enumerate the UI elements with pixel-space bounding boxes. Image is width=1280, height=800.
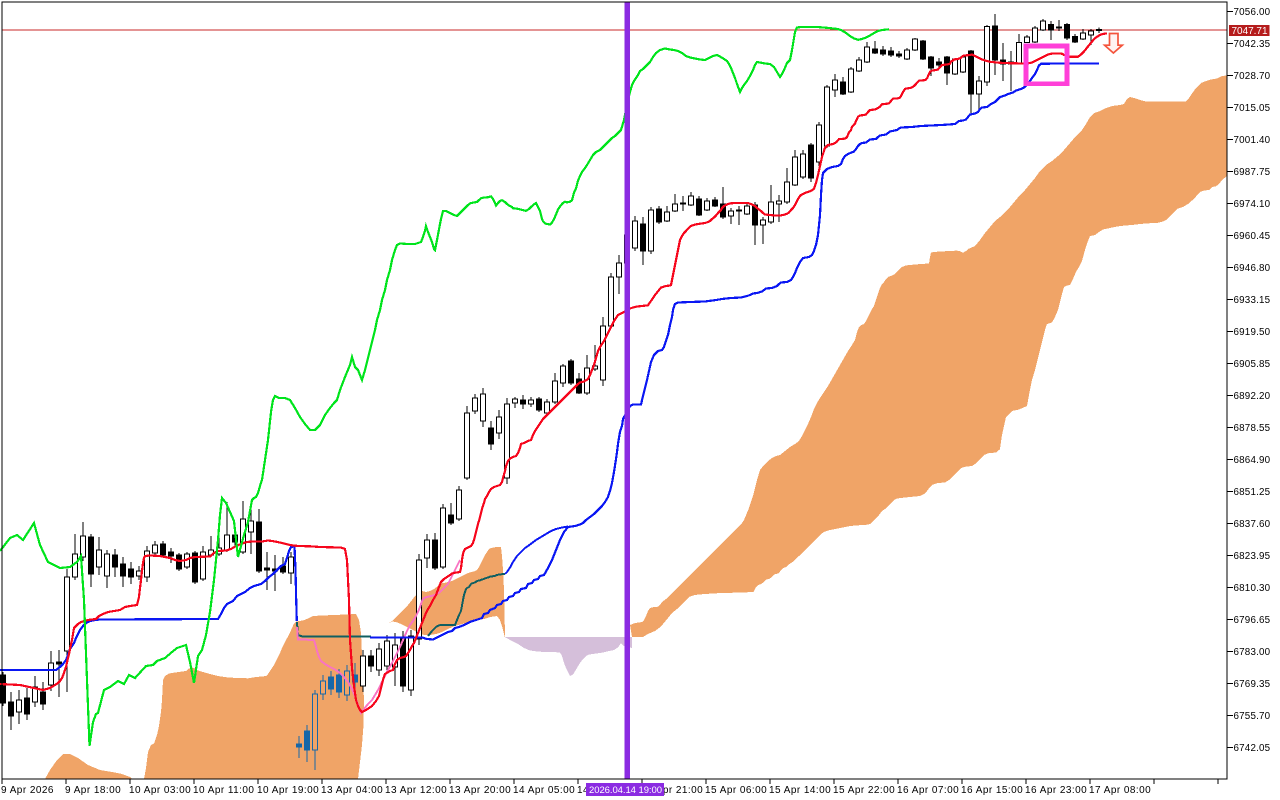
- svg-text:16 Apr 15:00: 16 Apr 15:00: [961, 785, 1023, 796]
- svg-text:6878.55: 6878.55: [1234, 423, 1271, 434]
- svg-text:6974.10: 6974.10: [1234, 199, 1271, 210]
- svg-text:6755.70: 6755.70: [1234, 711, 1271, 722]
- svg-text:6823.95: 6823.95: [1234, 551, 1271, 562]
- svg-text:6851.25: 6851.25: [1234, 487, 1271, 498]
- svg-text:14 Apr 05:00: 14 Apr 05:00: [513, 785, 575, 796]
- svg-text:16 Apr 23:00: 16 Apr 23:00: [1025, 785, 1087, 796]
- svg-text:9 Apr 2026: 9 Apr 2026: [1, 785, 54, 796]
- svg-text:14 Apr 21:00: 14 Apr 21:00: [641, 785, 703, 796]
- svg-text:10 Apr 03:00: 10 Apr 03:00: [129, 785, 191, 796]
- svg-text:7056.00: 7056.00: [1234, 7, 1271, 18]
- svg-text:6987.75: 6987.75: [1234, 167, 1271, 178]
- svg-text:7042.35: 7042.35: [1234, 39, 1271, 50]
- svg-text:6933.15: 6933.15: [1234, 295, 1271, 306]
- svg-text:7001.40: 7001.40: [1234, 135, 1271, 146]
- svg-text:13 Apr 20:00: 13 Apr 20:00: [449, 785, 511, 796]
- svg-text:15 Apr 14:00: 15 Apr 14:00: [769, 785, 831, 796]
- svg-text:15 Apr 22:00: 15 Apr 22:00: [833, 785, 895, 796]
- svg-text:9 Apr 18:00: 9 Apr 18:00: [65, 785, 121, 796]
- svg-text:6769.35: 6769.35: [1234, 679, 1271, 690]
- svg-text:7047.71: 7047.71: [1232, 26, 1268, 37]
- svg-text:6742.05: 6742.05: [1234, 743, 1271, 754]
- svg-text:6810.30: 6810.30: [1234, 583, 1271, 594]
- svg-text:6783.00: 6783.00: [1234, 647, 1271, 658]
- svg-text:6946.80: 6946.80: [1234, 263, 1271, 274]
- svg-text:6919.50: 6919.50: [1234, 327, 1271, 338]
- svg-text:6960.45: 6960.45: [1234, 231, 1271, 242]
- svg-text:6864.90: 6864.90: [1234, 455, 1271, 466]
- svg-text:13 Apr 04:00: 13 Apr 04:00: [321, 785, 383, 796]
- svg-text:6892.20: 6892.20: [1234, 391, 1271, 402]
- svg-text:2026.04.14 19:00: 2026.04.14 19:00: [589, 785, 662, 796]
- svg-text:7015.05: 7015.05: [1234, 103, 1271, 114]
- svg-text:10 Apr 11:00: 10 Apr 11:00: [193, 785, 254, 796]
- svg-text:6796.65: 6796.65: [1234, 615, 1271, 626]
- svg-text:16 Apr 07:00: 16 Apr 07:00: [897, 785, 959, 796]
- svg-text:17 Apr 08:00: 17 Apr 08:00: [1089, 785, 1151, 796]
- svg-text:15 Apr 06:00: 15 Apr 06:00: [705, 785, 767, 796]
- svg-text:7028.70: 7028.70: [1234, 71, 1271, 82]
- svg-text:6837.60: 6837.60: [1234, 519, 1271, 530]
- svg-text:6905.85: 6905.85: [1234, 359, 1271, 370]
- svg-text:13 Apr 12:00: 13 Apr 12:00: [385, 785, 447, 796]
- svg-text:10 Apr 19:00: 10 Apr 19:00: [257, 785, 319, 796]
